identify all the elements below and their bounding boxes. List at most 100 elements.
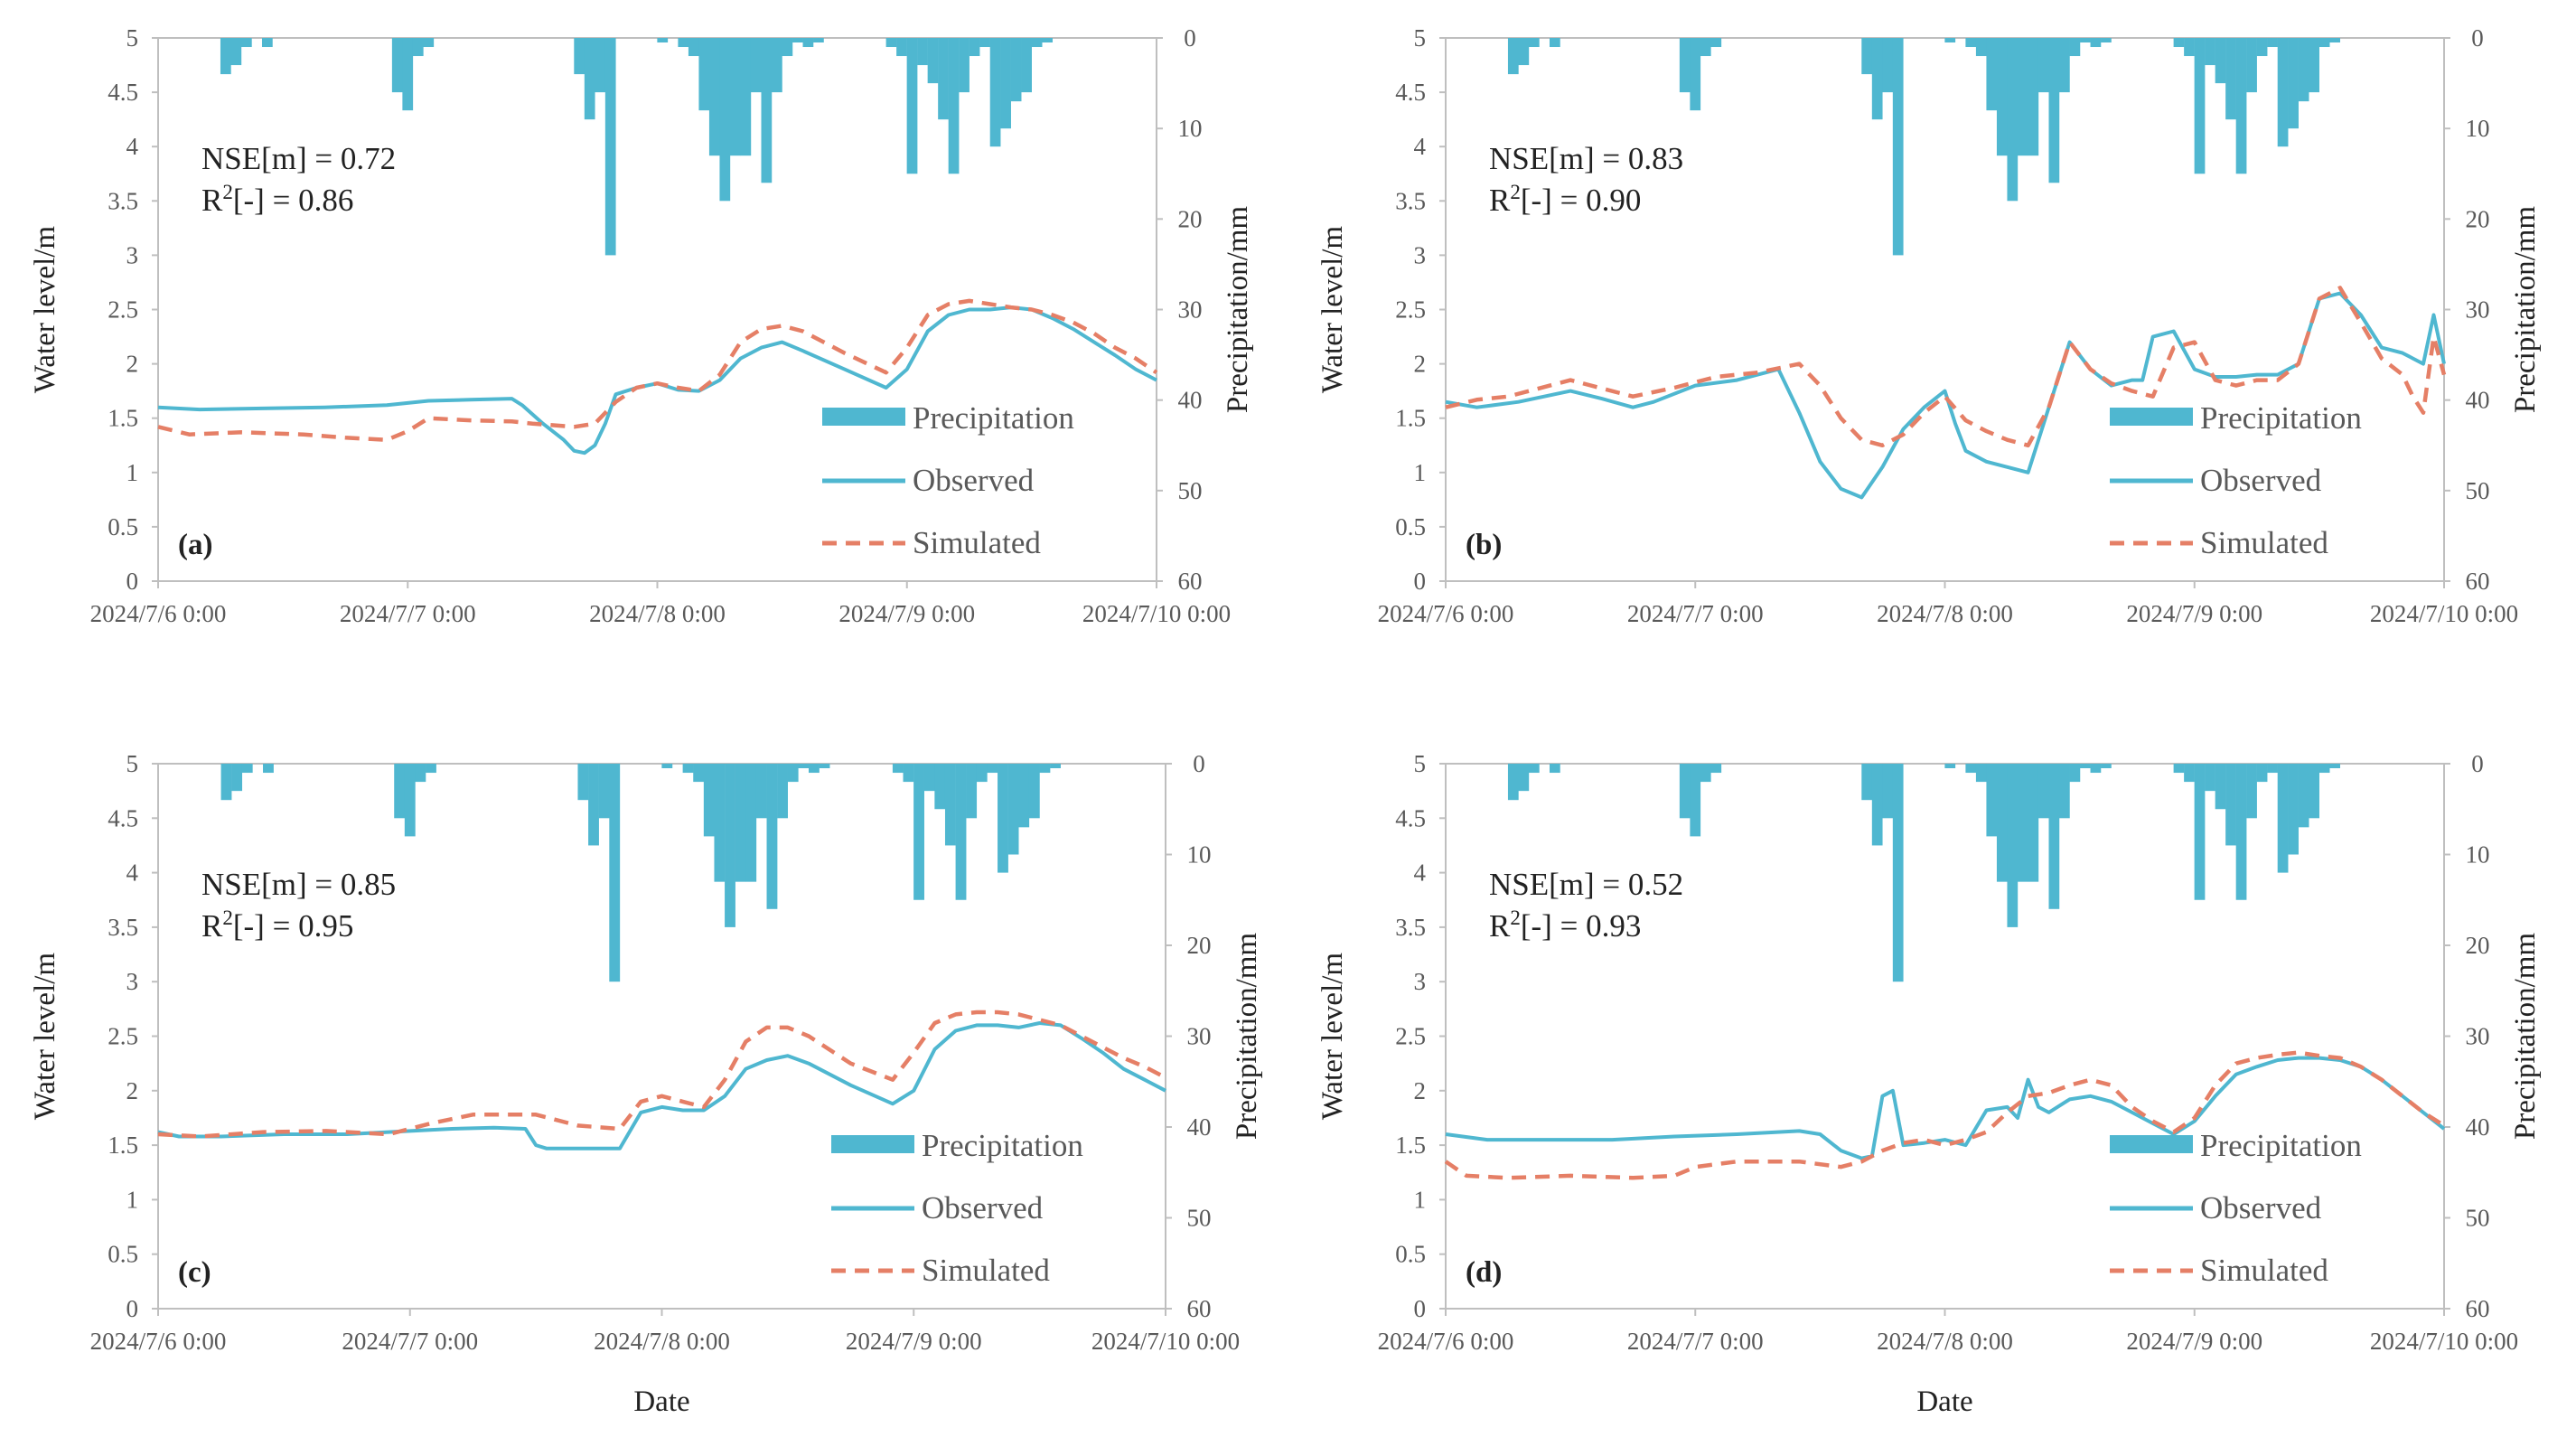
precip-bar — [1861, 38, 1873, 75]
precip-bar — [787, 764, 799, 783]
precip-bar — [2028, 38, 2039, 156]
y2-tick-label: 10 — [2466, 841, 2490, 869]
precip-bar — [813, 38, 824, 43]
precip-bar — [2080, 38, 2091, 43]
precip-bar — [1042, 38, 1054, 43]
precip-bar — [688, 38, 699, 57]
precip-bar — [802, 38, 814, 48]
precip-bar — [2007, 764, 2019, 927]
precip-bar — [220, 38, 231, 75]
precip-bar — [1039, 764, 1051, 774]
precip-bar — [412, 38, 424, 57]
y2-tick-label: 60 — [2466, 568, 2490, 595]
precip-bar — [923, 764, 935, 792]
y-axis-title: Water level/m — [29, 226, 61, 394]
precip-bar — [969, 38, 980, 57]
precip-bar — [1975, 38, 1987, 57]
precip-bar — [2101, 38, 2112, 43]
precip-bar — [2309, 38, 2319, 93]
precip-bar — [896, 38, 907, 57]
y-tick-label: 0.5 — [108, 513, 138, 540]
y-tick-label: 0 — [126, 1295, 139, 1322]
precip-bar — [1965, 38, 1977, 48]
y2-tick-label: 50 — [1178, 477, 1203, 504]
panel-label: (b) — [1466, 529, 1502, 561]
y2-tick-label: 10 — [1178, 115, 1203, 142]
precip-bar — [2048, 38, 2060, 183]
x-axis-title: Date — [1916, 1385, 1972, 1418]
precip-bar — [2256, 764, 2268, 783]
precip-bar — [1986, 38, 1998, 111]
y-axis-title: Water level/m — [1316, 226, 1349, 394]
y-tick-label: 2.5 — [108, 296, 138, 324]
legend-label: Precipitation — [913, 400, 1074, 436]
legend-swatch-precipitation — [2110, 408, 2193, 426]
precip-bar — [2329, 38, 2341, 43]
precip-bar — [1528, 764, 1540, 774]
y-tick-label: 5 — [1414, 24, 1427, 52]
precip-bar — [1518, 764, 1530, 792]
chart-panel-b: 00.511.522.533.544.55 01020304050602024/7… — [1316, 24, 2542, 627]
precip-bar — [678, 38, 689, 48]
legend-swatch-precipitation — [831, 1135, 914, 1153]
precip-bar — [2194, 38, 2206, 174]
legend-label: Observed — [922, 1190, 1044, 1226]
precip-bar — [1000, 38, 1011, 129]
precip-bar — [2225, 764, 2236, 846]
precip-bar — [263, 764, 274, 774]
precip-bar — [2256, 38, 2268, 57]
chart-panel-a: 00.511.522.533.544.55 01020304050602024/7… — [29, 24, 1254, 627]
r2-stat: R2[-] = 0.86 — [201, 181, 353, 218]
precip-bar — [2205, 764, 2215, 792]
precip-bar — [892, 764, 904, 774]
precip-bar — [998, 764, 1008, 873]
legend-swatch-precipitation — [2110, 1135, 2193, 1153]
precip-bar — [1031, 38, 1043, 48]
precip-bar — [755, 764, 767, 819]
y-tick-label: 5 — [126, 750, 139, 777]
y-axis-title: Water level/m — [1316, 953, 1349, 1121]
precip-bar — [979, 38, 990, 48]
precip-bar — [220, 764, 232, 801]
precip-bar — [766, 764, 778, 909]
precip-bar — [577, 764, 589, 801]
precip-bar — [885, 38, 897, 48]
y2-tick-label: 40 — [1178, 387, 1203, 414]
precip-bar — [391, 38, 403, 93]
nse-stat: NSE[m] = 0.52 — [1489, 867, 1683, 902]
precip-bar — [1021, 38, 1032, 93]
y-tick-label: 2 — [126, 351, 139, 378]
precip-bar — [657, 38, 669, 43]
precip-bar — [1690, 38, 1701, 111]
y2-tick-label: 0 — [1193, 750, 1205, 777]
x-tick-label: 2024/7/10 0:00 — [2370, 600, 2518, 627]
y-tick-label: 4 — [1414, 859, 1427, 887]
y2-tick-label: 0 — [2471, 24, 2484, 52]
precip-bar — [1944, 38, 1956, 43]
y2-tick-label: 40 — [1187, 1113, 1212, 1141]
precip-bar — [927, 38, 939, 84]
y2-tick-label: 20 — [2466, 932, 2490, 959]
legend-label: Simulated — [2200, 1253, 2328, 1288]
precip-bar — [2037, 38, 2049, 93]
precip-bar — [1882, 764, 1894, 819]
observed-line — [1445, 291, 2446, 500]
precip-bar — [1700, 38, 1711, 57]
precip-bar — [2048, 764, 2060, 909]
legend-label: Precipitation — [922, 1128, 1083, 1163]
y2-axis-title: Precipitation/mm — [1231, 933, 1263, 1140]
x-tick-label: 2024/7/6 0:00 — [1378, 600, 1514, 627]
nse-stat: NSE[m] = 0.72 — [201, 141, 396, 176]
precip-bar — [588, 764, 599, 846]
precip-bar — [682, 764, 694, 774]
precip-bar — [1965, 764, 1977, 774]
precip-bar — [1996, 764, 2008, 882]
y2-tick-label: 40 — [2466, 1113, 2490, 1141]
y-tick-label: 4.5 — [108, 804, 138, 831]
precip-bar — [2090, 764, 2102, 774]
y2-tick-label: 30 — [1187, 1023, 1212, 1050]
precip-bar — [2329, 764, 2341, 769]
x-tick-label: 2024/7/10 0:00 — [1082, 600, 1231, 627]
x-tick-label: 2024/7/7 0:00 — [342, 1328, 478, 1355]
precip-bar — [1871, 764, 1883, 846]
